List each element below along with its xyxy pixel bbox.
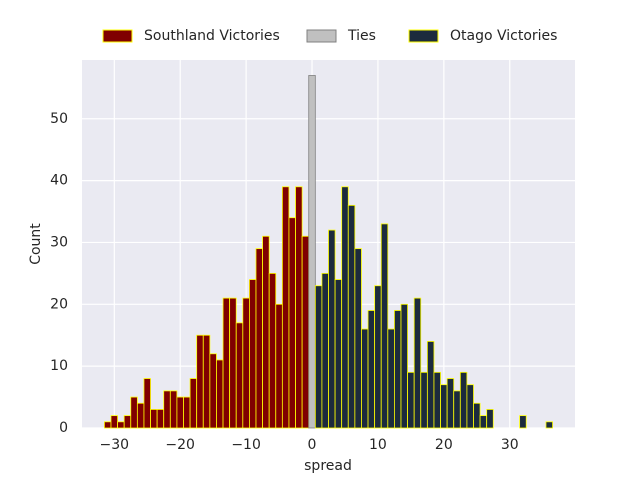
histogram-bar [407,371,415,429]
x-tick-label: 30 [501,437,519,453]
histogram-bar [242,297,250,429]
histogram-bar [288,217,296,429]
histogram-bar [123,415,132,429]
histogram-bar [222,297,231,429]
x-tick-label: −10 [231,437,261,453]
y-tick-label: 50 [50,111,68,127]
histogram-bar [446,378,455,429]
histogram-bar [196,334,204,429]
histogram-bar [117,421,125,429]
histogram-bar [229,297,237,429]
histogram-bar [301,235,310,429]
y-axis-label: Count [28,223,44,265]
histogram-bar [209,353,217,429]
histogram-bar [255,248,263,429]
legend-label: Ties [347,28,376,44]
x-tick-label: 20 [435,437,453,453]
histogram-bar [275,303,283,429]
histogram-bar [295,186,303,429]
histogram-bar [328,229,336,429]
histogram-bar [486,409,494,429]
histogram-bar [545,421,553,429]
histogram-bar [440,384,448,429]
histogram-bar [308,75,316,429]
histogram-bar [420,371,428,429]
histogram-bar [453,390,461,429]
histogram-bar [466,384,474,429]
histogram-bar [473,402,481,429]
histogram-bar [262,235,270,429]
y-tick-label: 0 [59,420,68,436]
histogram-bar [394,310,402,429]
histogram-bar [176,396,184,429]
histogram-bar [104,421,112,429]
x-tick-label: 0 [308,437,317,453]
histogram-bar [426,341,435,429]
x-tick-label: 10 [369,437,387,453]
histogram-bar [433,371,441,429]
histogram-bar [354,248,362,429]
histogram-bar [367,310,376,429]
histogram-bar [156,409,165,429]
histogram-bar [169,390,178,429]
legend-label: Southland Victories [144,28,280,44]
x-tick-label: −30 [100,437,130,453]
legend-swatch [102,29,133,43]
histogram-bar [361,328,369,429]
histogram-bar [189,378,198,429]
legend-label: Otago Victories [450,28,557,44]
histogram-bar [202,334,211,429]
histogram-bar [374,285,382,429]
histogram-bar [479,415,488,429]
histogram-bar [347,204,356,429]
histogram-bar [216,359,224,429]
histogram-bar [268,272,277,429]
histogram-bar [387,328,395,429]
histogram-bar [334,279,343,429]
histogram-bar [314,285,323,429]
histogram-bar [413,297,422,429]
histogram-bar [341,186,349,429]
histogram-bar [143,378,151,429]
histogram-bar [281,186,290,429]
histogram-bar [150,409,158,429]
histogram-bar [163,390,171,429]
x-tick-label: −20 [165,437,195,453]
histogram-bar [400,303,408,429]
y-tick-label: 20 [50,296,68,312]
histogram-bar [235,322,244,429]
y-tick-label: 30 [50,234,68,250]
histogram-bar [380,223,389,429]
x-axis-label: spread [304,458,352,474]
y-tick-label: 40 [50,173,68,189]
y-tick-label: 10 [50,358,68,374]
histogram-bar [519,415,527,429]
histogram-bar [321,272,329,429]
histogram-bar [183,396,191,429]
histogram-bar [130,396,138,429]
histogram-bar [136,402,145,429]
histogram-bar [249,279,257,429]
histogram-bar [459,371,468,429]
histogram-bar [110,415,118,429]
legend-swatch [408,29,439,43]
legend-swatch [306,29,337,43]
